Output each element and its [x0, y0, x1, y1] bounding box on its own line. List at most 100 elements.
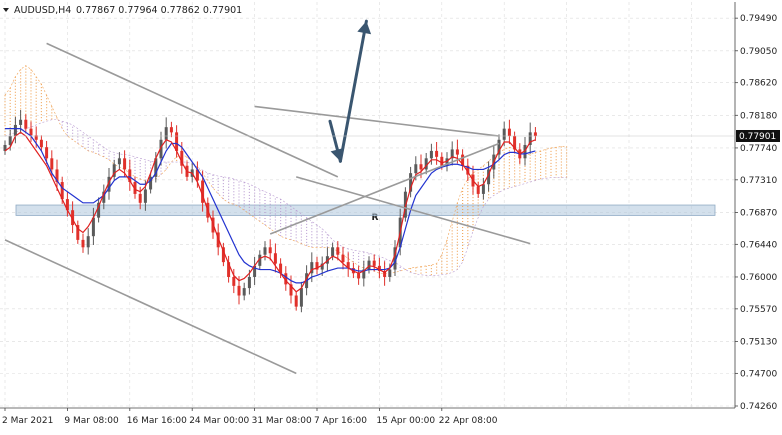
support-zone [15, 204, 716, 216]
senkou-span-a [4, 65, 567, 274]
candle-body [221, 247, 225, 263]
y-tick-label: 0.76000 [740, 273, 777, 283]
candle-body [50, 158, 54, 170]
ohlc-values: 0.77867 0.77964 0.77862 0.77901 [76, 5, 242, 16]
candle-body [253, 265, 257, 277]
candle-body [247, 276, 251, 289]
candle-body [175, 132, 179, 151]
candle-body [528, 132, 532, 145]
candle-body [284, 273, 288, 285]
candle-body [481, 184, 485, 194]
candle-body [55, 169, 59, 183]
candle-body [377, 265, 381, 272]
candle-body [466, 165, 470, 175]
current-price-label: 0.77901 [739, 132, 776, 142]
x-tick-label: 2 Mar 2021 [2, 416, 53, 426]
candle-body [19, 119, 23, 125]
candle-body [419, 164, 423, 170]
candle-body [45, 147, 49, 159]
kijun-sen-line [5, 128, 536, 284]
candle-body [367, 260, 371, 270]
ichimoku-cloud [4, 65, 568, 276]
candle-body [3, 144, 7, 151]
candle-body [91, 217, 95, 237]
candle-body [258, 254, 262, 266]
candle-body [39, 139, 43, 148]
candle-body [273, 253, 277, 264]
watermark-r: R [372, 213, 379, 223]
candle-body [232, 276, 236, 286]
candle-body [76, 225, 80, 240]
candle-body [414, 164, 418, 174]
candle-body [315, 262, 319, 270]
candle-body [60, 182, 64, 200]
candle-body [310, 262, 314, 274]
candle-body [461, 154, 465, 166]
candle-body [429, 150, 433, 159]
candle-body [65, 199, 69, 211]
axes: 0.79490 0.79050 0.78620 0.78180 0.77740 0.773… [0, 2, 780, 426]
candle-body [440, 156, 444, 166]
candle-body [393, 247, 397, 270]
candle-body [383, 271, 387, 277]
x-tick-label: 22 Apr 08:00 [439, 416, 498, 426]
trendline-triangle-lower [269, 142, 500, 235]
candle-body [331, 247, 335, 257]
tenkan-sen-line [4, 131, 536, 293]
candle-body [86, 236, 90, 248]
candle-body [164, 127, 168, 140]
y-tick-label: 0.75130 [740, 337, 777, 347]
candle-body [268, 247, 272, 254]
x-tick-label: 7 Apr 16:00 [314, 416, 367, 426]
x-tick-label: 31 Mar 08:00 [252, 416, 312, 426]
candle-body [227, 262, 231, 277]
candle-body [487, 169, 491, 185]
arrow-shaft-forecast-rise [338, 19, 368, 163]
candle-body [388, 269, 392, 277]
candle-body [294, 295, 298, 307]
candle-body [362, 269, 366, 279]
grid [0, 2, 735, 408]
candle-body [81, 239, 85, 248]
y-tick-label: 0.79050 [740, 47, 777, 57]
candle-body [507, 128, 511, 137]
candle-body [237, 285, 241, 296]
candle-body [102, 191, 106, 203]
candle-body [143, 189, 147, 203]
x-tick-label: 16 Mar 16:00 [127, 416, 187, 426]
candle-body [180, 150, 184, 166]
trendline-lower-channel [4, 239, 297, 375]
candle-body [346, 262, 350, 269]
candle-body [513, 136, 517, 150]
y-tick-label: 0.76870 [740, 208, 777, 218]
candle-body [138, 193, 142, 203]
arrow-head-forecast-rise [357, 21, 372, 35]
x-tick-label: 9 Mar 08:00 [64, 416, 119, 426]
indicator-lines [4, 128, 536, 293]
candle-body [299, 288, 303, 307]
y-tick-label: 0.76440 [740, 240, 777, 250]
candle-body [154, 158, 158, 177]
candle-body [71, 210, 75, 226]
candle-body [195, 169, 199, 181]
y-tick-label: 0.77310 [740, 176, 777, 186]
collapse-triangle-icon[interactable] [3, 8, 9, 12]
candle-body [320, 263, 324, 270]
candle-body [341, 254, 345, 263]
candle-body [336, 247, 340, 255]
candle-body [123, 158, 127, 170]
candle-body [455, 149, 459, 155]
candle-body [8, 136, 12, 145]
candle-body [159, 139, 163, 159]
candle-body [445, 158, 449, 166]
x-tick-label: 15 Apr 00:00 [376, 416, 435, 426]
candle-body [13, 124, 17, 137]
y-tick-label: 0.77740 [740, 144, 777, 154]
candle-body [497, 139, 501, 155]
trendline-triangle-upper [254, 105, 500, 137]
candle-body [29, 128, 33, 136]
candle-body [149, 176, 153, 190]
candle-body [117, 158, 121, 165]
